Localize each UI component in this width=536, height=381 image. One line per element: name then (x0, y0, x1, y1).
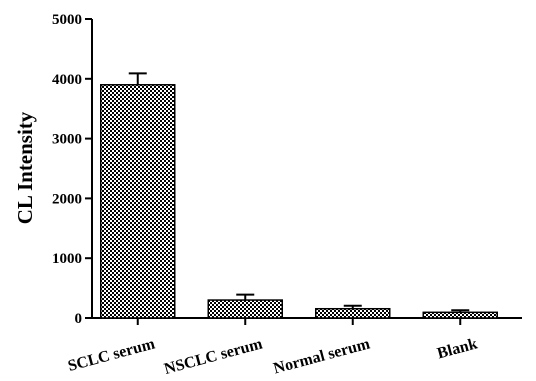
bars (100, 72, 498, 319)
y-tick-label: 2000 (52, 191, 82, 207)
category-label: Normal serum (272, 335, 373, 377)
bar (422, 311, 498, 319)
category-label: Blank (435, 335, 479, 362)
category-label: NSCLC serum (162, 335, 265, 378)
x-axis (91, 317, 522, 325)
y-axis: 0 1000 2000 3000 4000 5000 (52, 12, 93, 327)
bar (315, 307, 391, 319)
category-label: SCLC serum (66, 335, 157, 375)
y-tick-label: 1000 (52, 251, 82, 267)
y-tick-label: 4000 (52, 72, 82, 88)
bar (207, 299, 283, 319)
y-tick-label: 0 (75, 311, 83, 327)
bar (100, 84, 176, 319)
category-labels: SCLC serum NSCLC serum Normal serum Blank (66, 335, 479, 378)
y-tick-label: 3000 (52, 132, 82, 148)
y-axis-title: CL Intensity (13, 111, 37, 224)
y-tick-label: 5000 (52, 12, 82, 28)
